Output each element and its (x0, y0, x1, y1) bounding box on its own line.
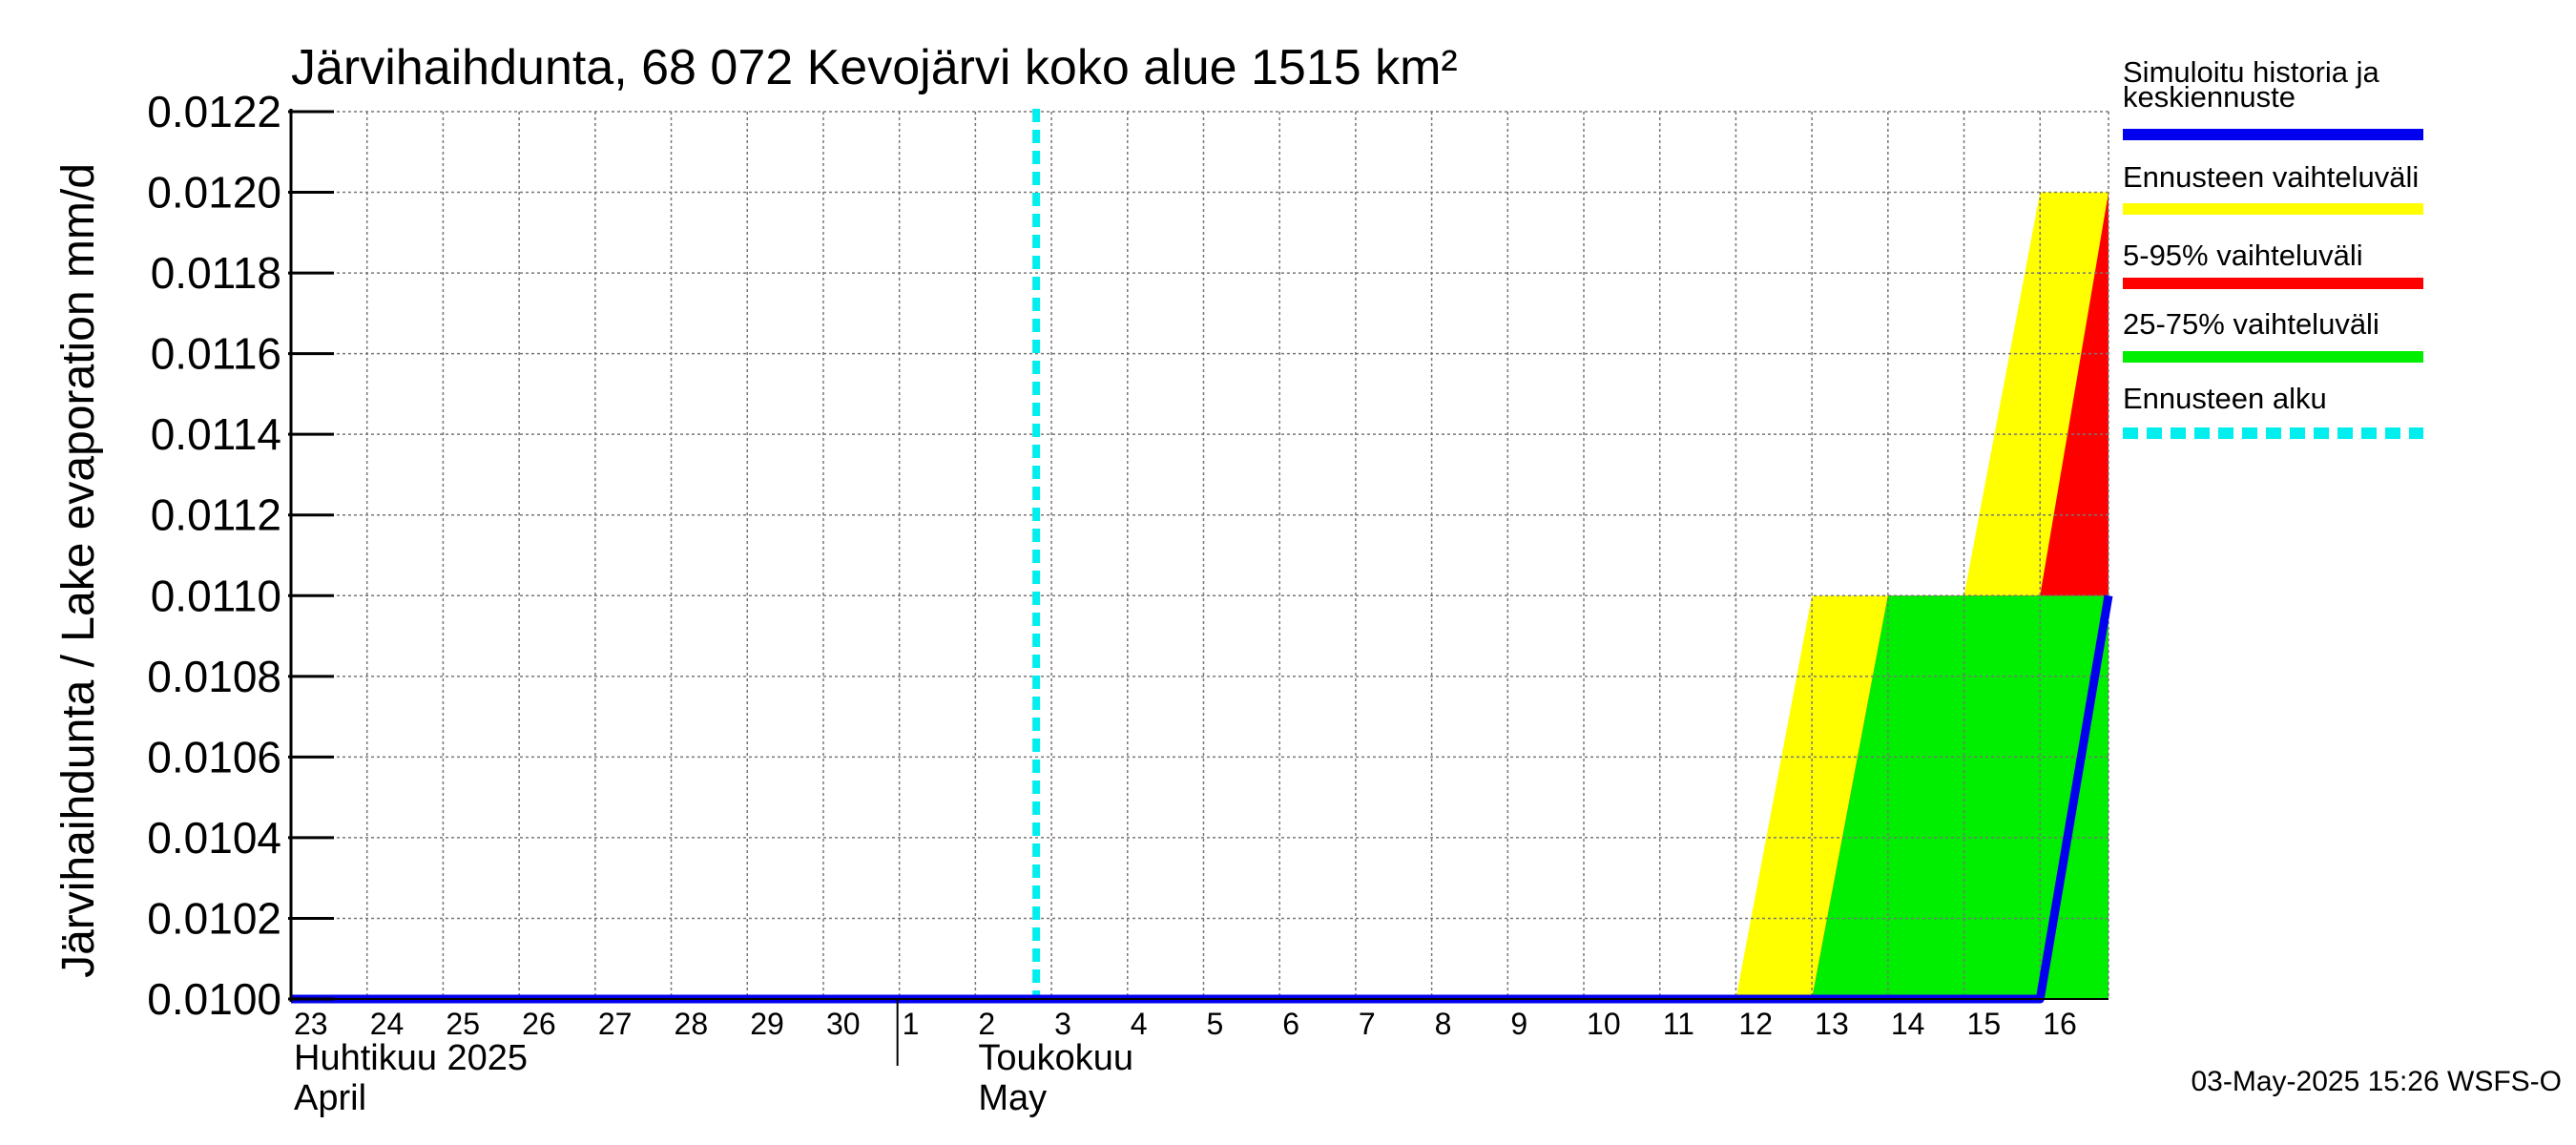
y-tick-label-2: 0.0104 (147, 813, 281, 863)
y-tick-label-1: 0.0102 (147, 893, 281, 943)
x-tick-label-1: 24 (370, 1007, 405, 1041)
month-sublabel-1: May (978, 1078, 1047, 1118)
x-tick-label-18: 11 (1663, 1007, 1694, 1041)
x-tick-label-16: 9 (1510, 1007, 1527, 1041)
x-tick-label-9: 2 (978, 1007, 995, 1041)
grid-lines (291, 111, 2109, 999)
x-tick-label-11: 4 (1131, 1007, 1148, 1041)
legend-label-3: 25-75% vaihteluväli (2123, 307, 2379, 341)
y-tick-label-11: 0.0122 (147, 87, 281, 136)
y-tick-label-4: 0.0108 (147, 652, 281, 701)
x-tick-label-15: 8 (1435, 1007, 1452, 1041)
x-tick-label-10: 3 (1054, 1007, 1071, 1041)
y-tick-label-9: 0.0118 (151, 248, 281, 298)
y-tick-label-8: 0.0116 (151, 329, 281, 379)
x-tick-label-21: 14 (1891, 1007, 1925, 1041)
y-axis-label: Järvihaihdunta / Lake evaporation mm/d (53, 163, 104, 978)
x-tick-label-0: 23 (294, 1007, 328, 1041)
x-tick-label-12: 5 (1206, 1007, 1223, 1041)
x-tick-labels: 23 24 25 26 27 28 29 30 1 2 3 4 5 6 7 8 9 10 11 12 13 14 15 16 (294, 1007, 2077, 1041)
x-tick-label-14: 7 (1359, 1007, 1376, 1041)
x-tick-label-17: 10 (1587, 1007, 1621, 1041)
x-tick-label-22: 15 (1967, 1007, 2002, 1041)
legend-label-2: 5-95% vaihteluväli (2123, 239, 2363, 272)
y-tick-labels: 0.0100 0.0102 0.0104 0.0106 0.0108 0.0110 0.01… (147, 87, 334, 1024)
y-tick-label-7: 0.0114 (151, 409, 281, 459)
legend-label-4: Ennusteen alku (2123, 382, 2327, 415)
x-tick-label-2: 25 (446, 1007, 480, 1041)
x-tick-label-13: 6 (1282, 1007, 1299, 1041)
month-label-1: Toukokuu (978, 1038, 1133, 1078)
x-tick-label-20: 13 (1815, 1007, 1849, 1041)
y-tick-label-10: 0.0120 (147, 168, 281, 218)
x-tick-label-5: 28 (675, 1007, 709, 1041)
band-2 (1812, 595, 2109, 999)
x-tick-label-6: 29 (750, 1007, 784, 1041)
x-tick-label-8: 1 (903, 1007, 920, 1041)
x-tick-label-23: 16 (2043, 1007, 2077, 1041)
x-tick-label-19: 12 (1738, 1007, 1773, 1041)
x-tick-label-7: 30 (826, 1007, 861, 1041)
x-tick-label-4: 27 (598, 1007, 633, 1041)
y-tick-label-0: 0.0100 (147, 974, 281, 1024)
y-tick-label-3: 0.0106 (147, 732, 281, 781)
month-label-0: Huhtikuu 2025 (294, 1038, 528, 1078)
legend-label-0: Simuloitu historia ja (2123, 55, 2380, 89)
legend-sublabel-0: keskiennuste (2123, 80, 2296, 114)
x-tick-label-3: 26 (522, 1007, 556, 1041)
chart-title: Järvihaihdunta, 68 072 Kevojärvi koko al… (291, 40, 1458, 95)
y-tick-label-6: 0.0112 (151, 490, 281, 540)
forecast-bands (1735, 192, 2109, 999)
axes (289, 109, 2109, 1066)
timestamp: 03-May-2025 15:26 WSFS-O (2192, 1066, 2563, 1097)
month-sublabel-0: April (294, 1078, 366, 1118)
y-tick-label-5: 0.0110 (151, 571, 281, 620)
legend-label-1: Ennusteen vaihteluväli (2123, 160, 2419, 194)
